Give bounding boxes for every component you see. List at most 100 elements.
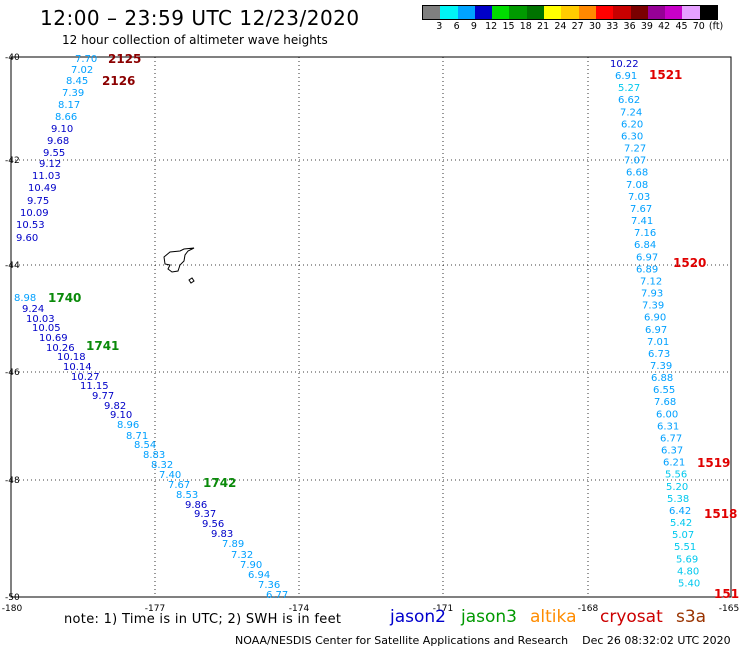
wave-height-value: 7.01 <box>647 337 669 348</box>
map-title: 12:00 – 23:59 UTC 12/23/2020 <box>40 6 360 30</box>
legend-sat-jason3: jason3 <box>461 607 517 627</box>
wave-height-value: 7.90 <box>240 560 262 571</box>
legend-label: 15 <box>502 21 515 32</box>
wave-height-value: 10.49 <box>28 183 57 194</box>
legend-swatch <box>699 6 718 19</box>
footer-note: note: 1) Time is in UTC; 2) SWH is in fe… <box>64 612 342 627</box>
wave-height-value: 8.96 <box>117 420 139 431</box>
lat-tick-label: -48 <box>5 476 20 486</box>
wave-height-value: 6.89 <box>636 264 658 275</box>
lon-tick-label: -171 <box>433 604 453 614</box>
wave-height-value: 7.32 <box>231 550 253 561</box>
wave-height-value: 6.94 <box>248 570 270 581</box>
pass-label: 2126 <box>102 74 135 88</box>
legend-label: 9 <box>470 21 477 32</box>
pass-label: 1741 <box>86 339 119 353</box>
wave-height-value: 6.88 <box>651 373 673 384</box>
wave-height-value: 10.22 <box>610 59 639 70</box>
pass-label: 1518 <box>704 507 737 521</box>
lon-tick-label: -177 <box>145 604 165 614</box>
legend-swatch <box>665 6 683 19</box>
wave-height-value: 10.18 <box>57 352 86 363</box>
wave-height-value: 10.05 <box>32 323 61 334</box>
wave-height-value: 5.27 <box>618 83 640 94</box>
wave-height-value: 8.32 <box>151 460 173 471</box>
lat-tick-label: -42 <box>5 156 20 166</box>
wave-height-value: 5.38 <box>667 494 689 505</box>
wave-height-value: 8.71 <box>126 431 148 442</box>
legend-label: 18 <box>519 21 532 32</box>
lat-tick-label: -40 <box>5 53 20 63</box>
wave-height-value: 6.37 <box>661 446 683 457</box>
lat-tick-label: -46 <box>5 368 20 378</box>
wave-height-value: 9.12 <box>39 159 61 170</box>
wave-height-value: 8.98 <box>14 293 36 304</box>
wave-height-value: 9.10 <box>110 410 132 421</box>
wave-height-value: 7.89 <box>222 539 244 550</box>
legend-sat-cryosat: cryosat <box>600 607 663 627</box>
wave-height-value: 7.02 <box>71 65 93 76</box>
wave-height-value: 8.83 <box>143 450 165 461</box>
map-frame <box>10 56 732 598</box>
legend-sat-s3a: s3a <box>676 607 707 627</box>
wave-height-value: 7.70 <box>75 54 97 65</box>
wave-height-value: 6.21 <box>663 458 685 469</box>
wave-height-value: 8.17 <box>58 100 80 111</box>
wave-height-value: 4.80 <box>677 566 699 577</box>
wave-height-value: 9.86 <box>185 500 207 511</box>
footer-credit: NOAA/NESDIS Center for Satellite Applica… <box>235 634 731 647</box>
legend-swatch <box>457 6 475 19</box>
wave-height-value: 6.77 <box>266 590 288 601</box>
wave-height-value: 9.37 <box>194 509 216 520</box>
legend-swatch <box>561 6 579 19</box>
wave-height-value: 7.39 <box>650 361 672 372</box>
wave-height-value: 9.56 <box>202 519 224 530</box>
map-subtitle: 12 hour collection of altimeter wave hei… <box>62 33 328 47</box>
lon-tick-label: -174 <box>289 604 310 614</box>
pass-label: 151 <box>714 587 739 601</box>
pass-label: 1740 <box>48 291 81 305</box>
legend-swatch <box>578 6 596 19</box>
wave-height-value: 7.16 <box>634 228 656 239</box>
wave-height-value: 9.83 <box>211 529 233 540</box>
legend-label: 36 <box>623 21 636 32</box>
legend-swatch <box>613 6 631 19</box>
wave-height-value: 7.03 <box>628 192 650 203</box>
wave-height-value: 7.39 <box>62 88 84 99</box>
wave-height-value: 5.56 <box>665 470 687 481</box>
wave-height-value: 5.42 <box>670 518 692 529</box>
wave-height-value: 9.55 <box>43 148 65 159</box>
wave-height-value: 6.20 <box>621 119 643 130</box>
legend-swatch <box>526 6 545 19</box>
lon-tick-label: -168 <box>578 604 599 614</box>
legend-swatch <box>440 6 458 19</box>
wave-height-value: 7.36 <box>258 580 280 591</box>
wave-height-value: 10.14 <box>63 362 92 373</box>
legend-swatch <box>647 6 666 19</box>
wave-height-value: 10.69 <box>39 333 68 344</box>
legend-color-bar <box>422 5 719 20</box>
wave-height-value: 6.42 <box>669 506 691 517</box>
wave-height-value: 8.53 <box>176 490 198 501</box>
legend-label: 70 <box>692 21 705 32</box>
wave-height-value: 6.31 <box>657 421 679 432</box>
wave-height-value: 10.26 <box>46 343 75 354</box>
lon-tick-label: -165 <box>719 604 739 614</box>
wave-height-value: 7.24 <box>620 107 642 118</box>
legend-label: 12 <box>485 21 498 32</box>
legend-swatch <box>682 6 700 19</box>
wave-height-value: 9.77 <box>92 391 114 402</box>
wave-height-value: 6.55 <box>653 385 675 396</box>
legend-label: 6 <box>453 21 460 32</box>
wave-height-value: 9.68 <box>47 136 69 147</box>
wave-height-value: 6.00 <box>656 409 678 420</box>
wave-height-value: 7.08 <box>626 180 648 191</box>
coastline-island <box>163 247 195 284</box>
wave-height-value: 7.39 <box>642 301 664 312</box>
legend-label: 45 <box>675 21 688 32</box>
pass-label: 1519 <box>697 456 730 470</box>
wave-height-value: 10.09 <box>20 208 49 219</box>
legend-swatch <box>595 6 614 19</box>
legend-swatch <box>544 6 562 19</box>
